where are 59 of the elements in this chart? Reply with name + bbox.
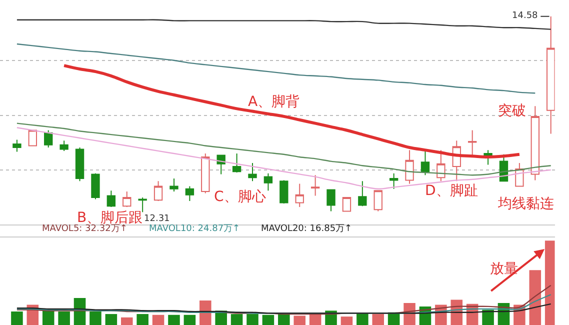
- candlestick: [12, 139, 22, 152]
- candlestick: [295, 183, 304, 208]
- candlestick: [28, 130, 38, 146]
- bar: [294, 316, 306, 325]
- candlestick: [342, 197, 352, 212]
- bar: [200, 300, 212, 325]
- candlestick: [310, 174, 320, 196]
- annotation: 突破: [498, 103, 526, 119]
- candlestick: [75, 146, 84, 182]
- candlestick: [389, 172, 398, 190]
- annotation: 放量: [490, 261, 518, 277]
- bar: [262, 314, 274, 325]
- candlestick: [232, 153, 242, 173]
- bar: [372, 314, 384, 325]
- candlestick: [154, 180, 163, 202]
- candlestick: [468, 130, 477, 157]
- candlestick: [374, 190, 382, 212]
- candlestick: [358, 180, 367, 207]
- bar: [230, 314, 243, 325]
- candlestick: [436, 150, 446, 182]
- annotation: 14.58: [512, 11, 538, 21]
- annotation: C、脚心: [214, 189, 266, 205]
- candlestick: [326, 189, 336, 212]
- bar: [90, 312, 102, 325]
- bar: [42, 310, 54, 325]
- candlestick: [248, 162, 257, 182]
- candlestick: [420, 150, 430, 176]
- bar: [356, 313, 368, 325]
- bar: [152, 314, 164, 325]
- annotation: A、脚背: [248, 94, 300, 110]
- candlestick: [170, 178, 178, 192]
- candlestick: [91, 172, 100, 200]
- bar: [168, 314, 180, 325]
- bar: [120, 317, 133, 325]
- candlestick: [138, 197, 147, 213]
- text: MAVOL20: 16.85万↑: [261, 224, 352, 234]
- candlestick: [201, 153, 210, 194]
- bar: [340, 316, 353, 325]
- candlestick: [280, 180, 288, 204]
- text: MAVOL10: 24.87万↑: [149, 224, 240, 234]
- candlestick: [405, 150, 414, 184]
- bar: [246, 314, 258, 325]
- bar: [11, 312, 23, 325]
- annotation: 12.31: [144, 214, 170, 224]
- candlestick: [185, 186, 194, 202]
- candlestick: [60, 140, 68, 152]
- annotation: D、脚趾: [425, 183, 478, 199]
- bar: [482, 310, 494, 325]
- bar: [529, 270, 542, 325]
- candlestick: [106, 190, 116, 208]
- candlestick: [530, 106, 540, 181]
- bar: [136, 314, 148, 325]
- text: MAVOL5: 32.32万↑: [42, 224, 128, 234]
- bar: [184, 314, 196, 325]
- candlestick: [44, 130, 53, 148]
- candlestick: [122, 190, 132, 208]
- annotation: 均线黏连: [497, 196, 554, 212]
- bar: [105, 314, 118, 325]
- bar: [58, 312, 70, 325]
